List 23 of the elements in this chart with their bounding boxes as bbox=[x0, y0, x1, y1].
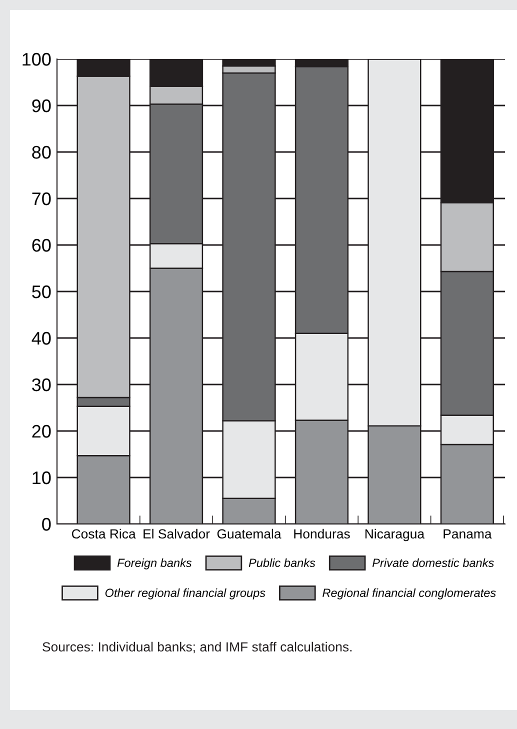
x-tick-label: Costa Rica bbox=[72, 528, 136, 539]
legend-label: Other regional financial groups bbox=[105, 588, 266, 600]
y-tick-label: 100 bbox=[22, 52, 51, 66]
legend-label: Regional financial conglomerates bbox=[322, 588, 496, 600]
legend-label: Foreign banks bbox=[117, 558, 192, 570]
x-tick-label: Nicaragua bbox=[365, 528, 425, 542]
y-tick-label: 40 bbox=[32, 332, 51, 345]
y-tick-label: 10 bbox=[32, 471, 51, 484]
legend-label: Public banks bbox=[248, 558, 316, 568]
y-tick-label: 60 bbox=[32, 238, 51, 252]
y-tick-label: 90 bbox=[32, 99, 51, 112]
x-tick-label: Guatemala bbox=[217, 528, 282, 539]
y-tick-label: 0 bbox=[42, 518, 51, 531]
y-tick-label: 70 bbox=[32, 192, 51, 206]
x-tick-label: Honduras bbox=[294, 528, 350, 539]
legend-label: Private domestic banks bbox=[372, 558, 494, 568]
y-tick-label: 30 bbox=[32, 378, 51, 392]
y-tick-label: 20 bbox=[32, 424, 51, 438]
x-tick-label: Panama bbox=[444, 529, 492, 539]
x-tick-label: El Salvador bbox=[144, 528, 210, 539]
y-tick-label: 50 bbox=[32, 285, 51, 298]
y-tick-label: 80 bbox=[32, 146, 51, 159]
source-note: Sources: Individual banks; and IMF staff calculations. bbox=[42, 642, 352, 654]
